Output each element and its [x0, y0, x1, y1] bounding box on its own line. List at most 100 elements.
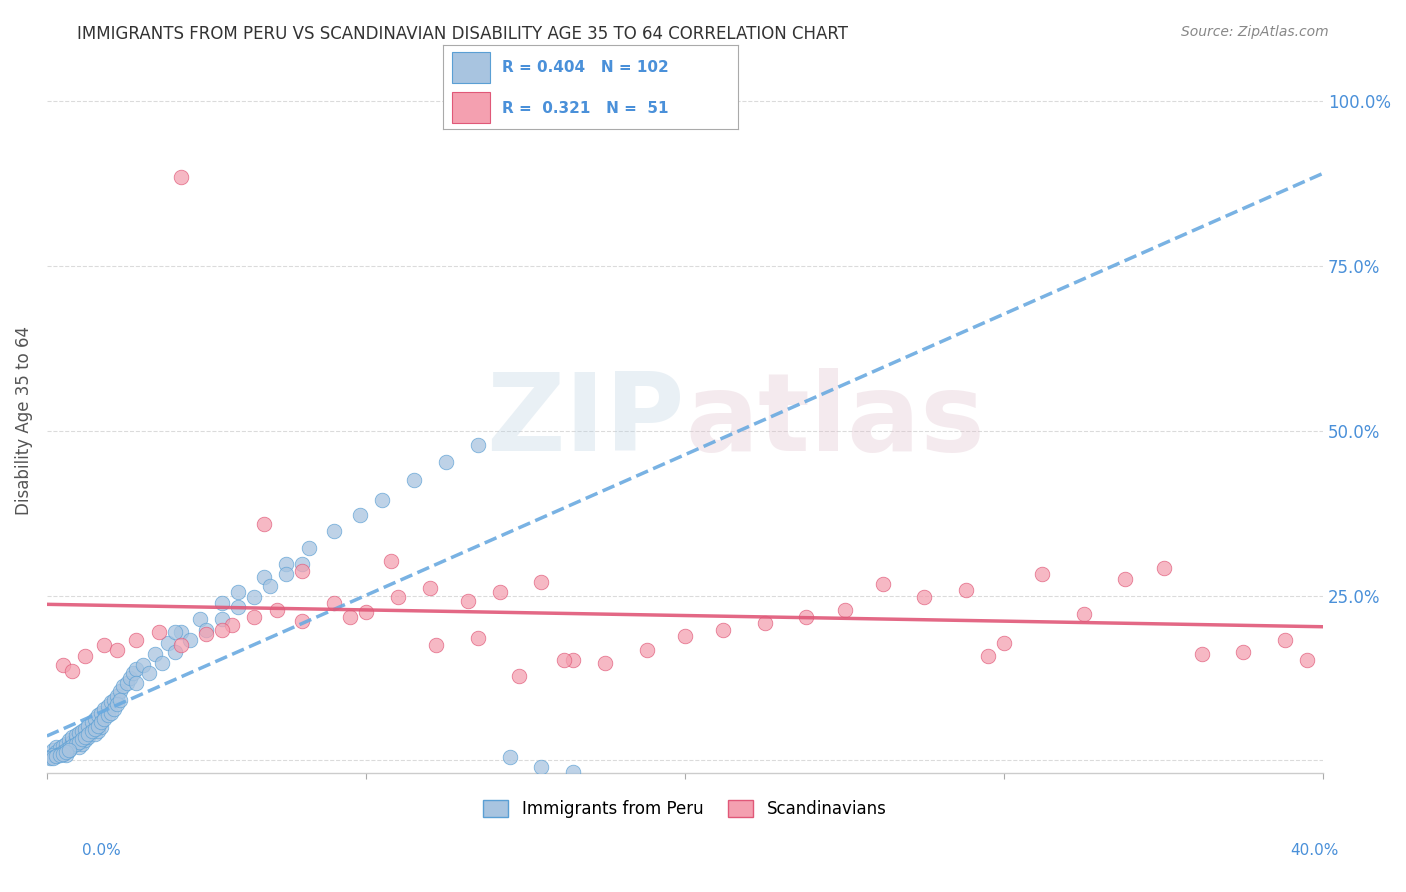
Point: [52, 739, 75, 753]
Point: [77, 727, 100, 741]
Text: ZIP: ZIP: [486, 368, 685, 474]
Point: [125, 675, 148, 690]
Point: [195, 627, 218, 641]
Point: [42, 747, 65, 762]
Point: [83, 727, 105, 741]
Point: [276, 567, 298, 582]
Point: [1031, 567, 1053, 582]
Point: [75, 722, 97, 736]
Point: [103, 692, 125, 706]
Point: [83, 722, 105, 736]
Legend: Immigrants from Peru, Scandinavians: Immigrants from Peru, Scandinavians: [477, 794, 893, 825]
Text: 0.0%: 0.0%: [82, 843, 121, 857]
Point: [291, 564, 314, 578]
Point: [297, 541, 319, 555]
Point: [90, 706, 112, 720]
Point: [55, 743, 77, 757]
Point: [75, 649, 97, 664]
Point: [339, 609, 361, 624]
Point: [170, 624, 193, 639]
Point: [1153, 561, 1175, 575]
Bar: [451, 53, 491, 83]
Point: [243, 609, 266, 624]
Point: [67, 735, 90, 749]
Point: [52, 747, 75, 761]
Point: [195, 623, 218, 637]
Point: [77, 730, 100, 744]
Point: [593, 656, 616, 670]
Point: [39, 751, 62, 765]
Point: [122, 666, 145, 681]
Point: [138, 666, 160, 681]
Point: [42, 743, 65, 757]
Point: [163, 644, 186, 658]
Point: [508, 669, 530, 683]
Point: [110, 692, 132, 706]
Point: [100, 706, 122, 720]
Point: [105, 698, 128, 712]
Point: [90, 720, 112, 734]
Point: [87, 723, 110, 738]
Point: [636, 642, 658, 657]
Point: [1114, 572, 1136, 586]
Point: [58, 743, 80, 757]
Point: [425, 638, 447, 652]
Point: [65, 732, 87, 747]
Point: [276, 557, 298, 571]
Point: [110, 684, 132, 698]
Point: [419, 581, 441, 595]
Point: [100, 695, 122, 709]
Point: [103, 702, 125, 716]
Point: [530, 760, 553, 774]
Y-axis label: Disability Age 35 to 64: Disability Age 35 to 64: [15, 326, 32, 516]
Point: [912, 590, 935, 604]
Point: [387, 590, 409, 604]
Point: [754, 616, 776, 631]
Point: [157, 636, 180, 650]
Point: [673, 629, 696, 643]
Point: [70, 732, 93, 747]
Point: [243, 590, 266, 604]
Point: [349, 508, 371, 523]
Point: [259, 579, 281, 593]
Point: [150, 656, 173, 670]
Point: [118, 671, 141, 685]
Point: [52, 657, 75, 672]
Text: R =  0.321   N =  51: R = 0.321 N = 51: [502, 101, 668, 116]
Point: [834, 603, 856, 617]
Point: [553, 653, 575, 667]
Point: [93, 702, 115, 716]
Point: [1296, 653, 1319, 667]
Point: [467, 438, 489, 452]
Point: [163, 624, 186, 639]
Point: [42, 750, 65, 764]
Point: [58, 743, 80, 757]
Point: [112, 680, 135, 694]
Point: [96, 699, 118, 714]
Text: IMMIGRANTS FROM PERU VS SCANDINAVIAN DISABILITY AGE 35 TO 64 CORRELATION CHART: IMMIGRANTS FROM PERU VS SCANDINAVIAN DIS…: [77, 25, 848, 43]
Point: [70, 737, 93, 751]
Point: [711, 623, 734, 637]
Point: [55, 745, 77, 759]
Point: [221, 618, 243, 632]
Point: [170, 638, 193, 652]
Point: [125, 633, 148, 648]
Point: [62, 739, 84, 753]
Point: [266, 603, 288, 617]
Text: Source: ZipAtlas.com: Source: ZipAtlas.com: [1181, 25, 1329, 39]
Point: [380, 554, 402, 568]
Point: [562, 765, 585, 780]
Point: [93, 638, 115, 652]
Point: [77, 719, 100, 733]
Point: [188, 612, 211, 626]
Point: [48, 741, 70, 756]
Point: [87, 719, 110, 733]
Point: [253, 517, 276, 532]
Point: [62, 665, 84, 679]
Point: [62, 735, 84, 749]
Point: [65, 728, 87, 742]
Point: [323, 524, 346, 538]
Point: [371, 493, 394, 508]
Point: [87, 708, 110, 723]
Point: [498, 750, 520, 764]
